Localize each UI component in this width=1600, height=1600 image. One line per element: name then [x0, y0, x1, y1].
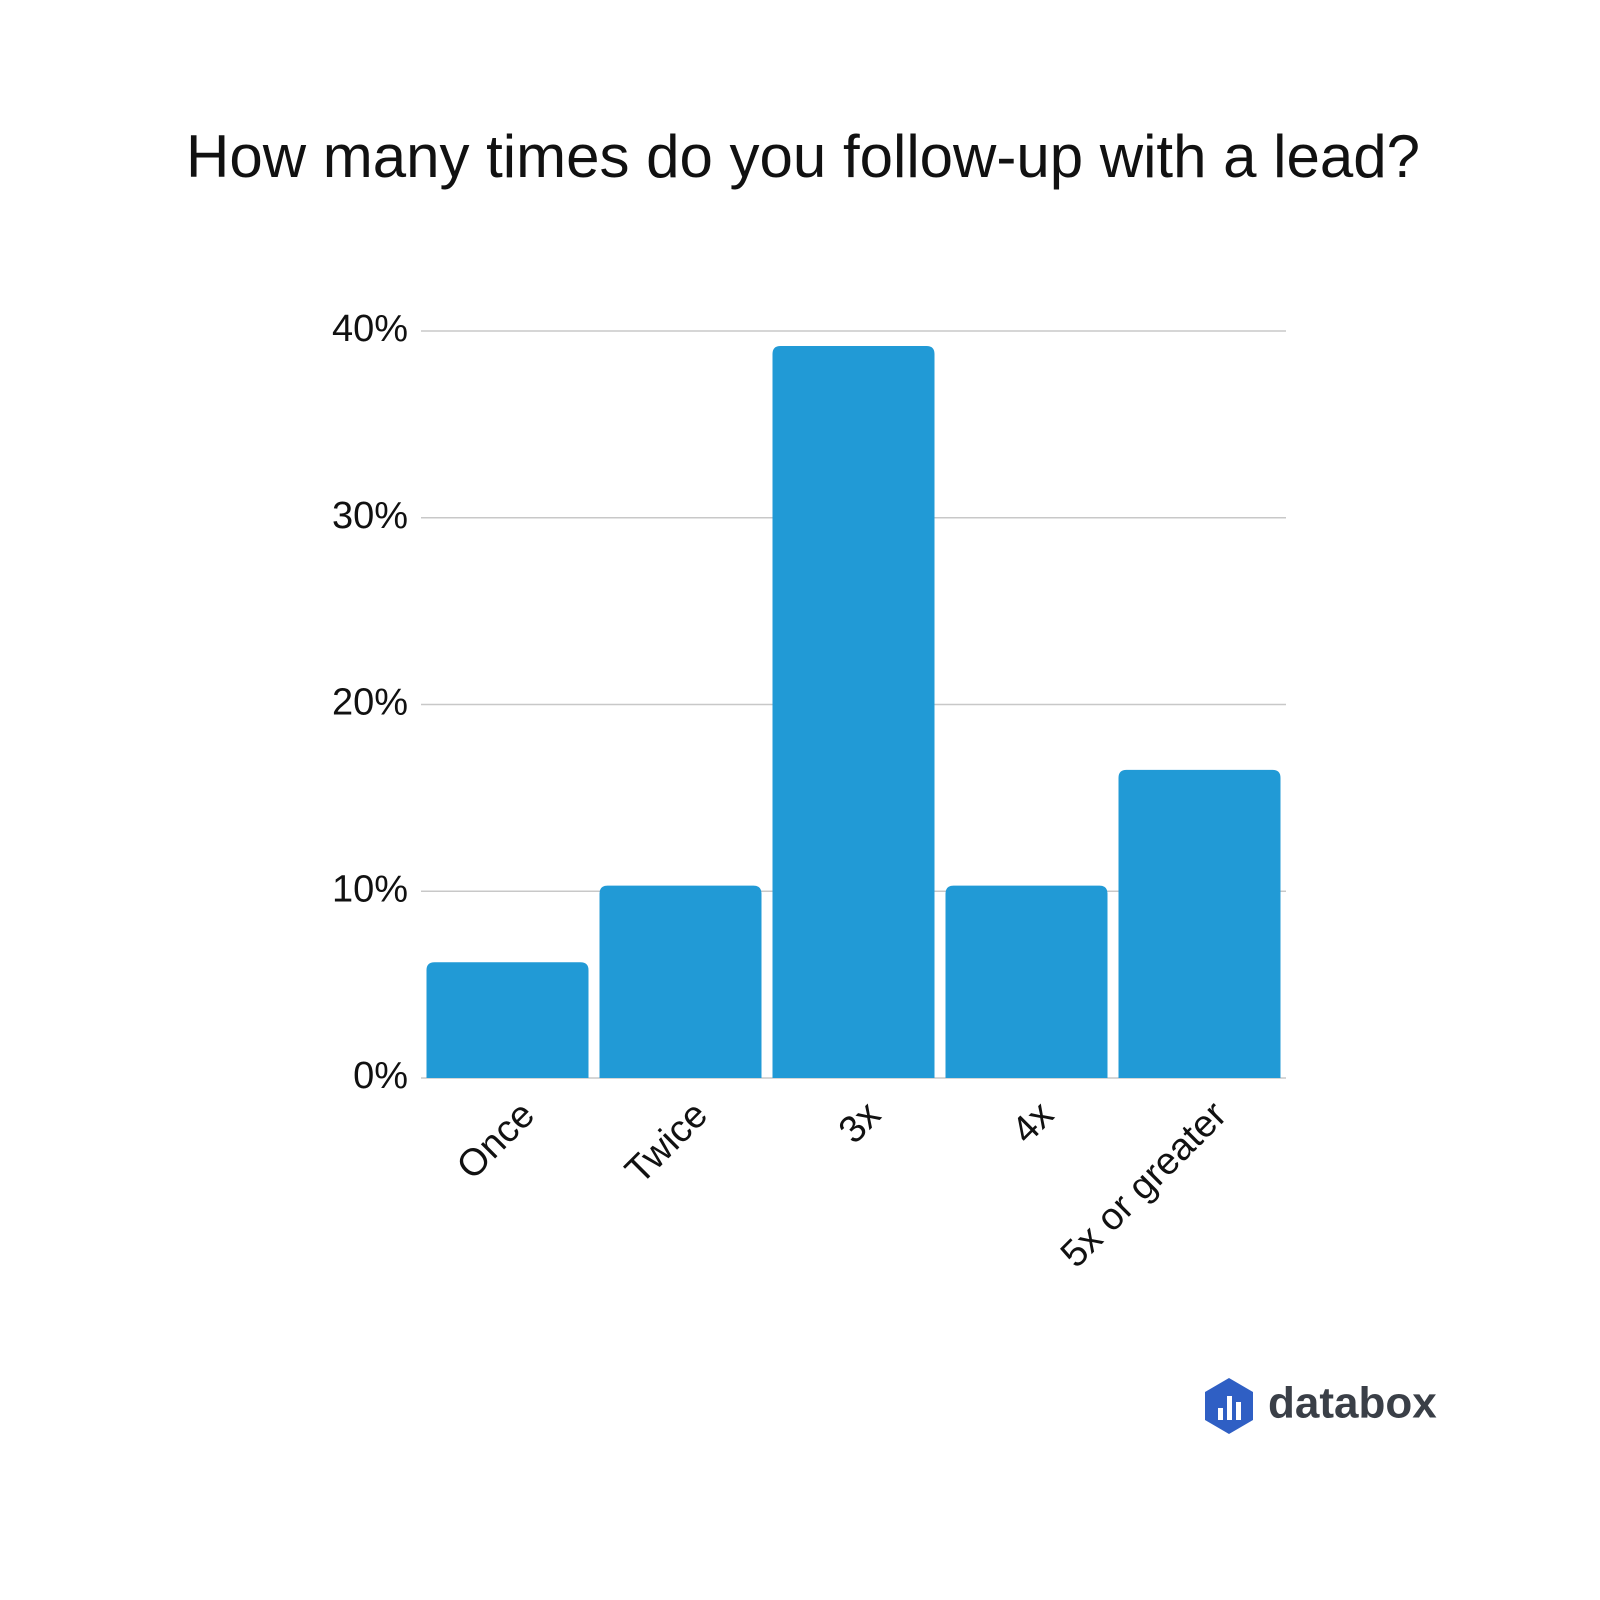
- bar: [772, 345, 935, 1078]
- x-tick-label: 3x: [831, 1094, 889, 1152]
- logo-icon-bar: [1218, 1408, 1223, 1420]
- x-tick-label: 5x or greater: [1053, 1094, 1235, 1276]
- logo-icon-bar: [1227, 1396, 1232, 1420]
- y-tick-label: 40%: [332, 308, 408, 350]
- logo: databox: [1205, 1378, 1437, 1434]
- bar: [426, 962, 589, 1078]
- x-tick-label: 4x: [1004, 1094, 1062, 1152]
- y-tick-label: 0%: [353, 1055, 408, 1097]
- logo-icon-bar: [1236, 1402, 1241, 1420]
- x-tick-label: Twice: [618, 1094, 716, 1192]
- y-tick-label: 20%: [332, 682, 408, 724]
- bar: [945, 885, 1108, 1078]
- logo-text: databox: [1268, 1379, 1437, 1428]
- y-tick-label: 10%: [332, 868, 408, 910]
- y-tick-label: 30%: [332, 495, 408, 537]
- chart-title: How many times do you follow-up with a l…: [186, 123, 1420, 190]
- bar: [599, 885, 762, 1078]
- bar: [1118, 769, 1281, 1078]
- x-tick-label: Once: [449, 1094, 543, 1188]
